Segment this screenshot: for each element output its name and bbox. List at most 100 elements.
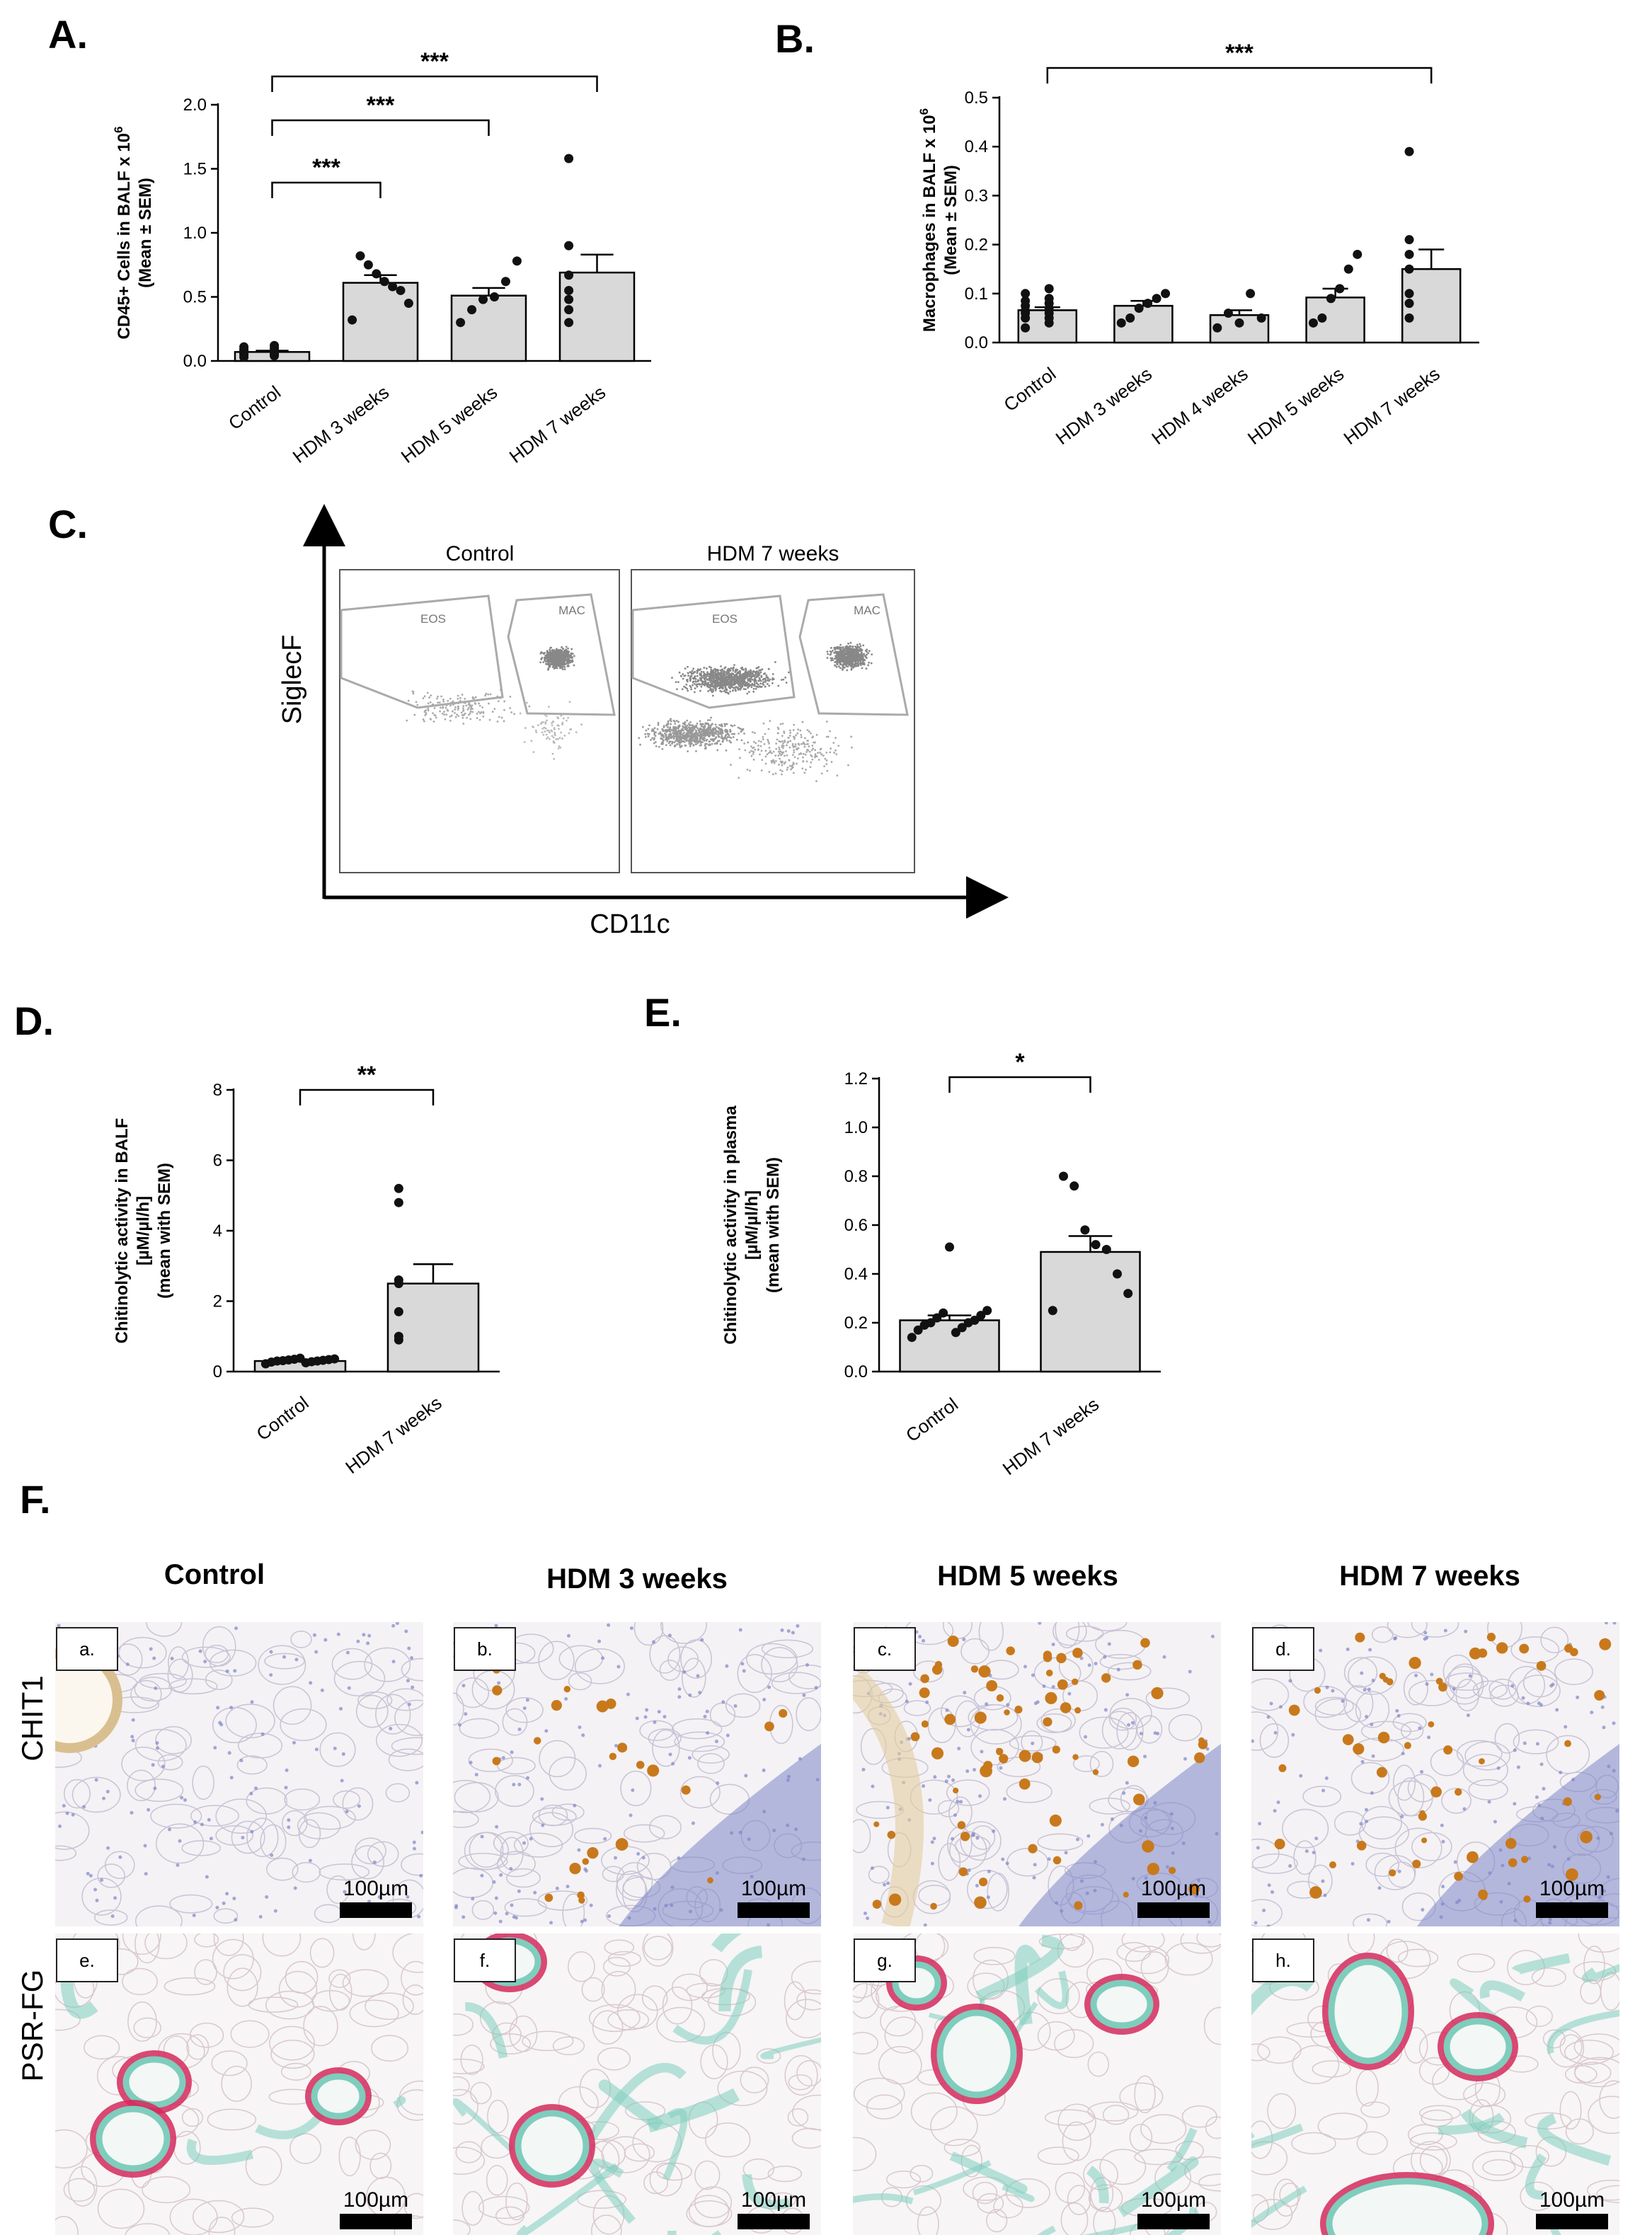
alveolus [453,2219,471,2235]
chit1-positive-cell [1428,1721,1435,1728]
flow-event-dot [762,735,764,738]
flow-event-dot [724,737,727,740]
scale-bar [738,1902,810,1918]
nucleus [501,1756,505,1760]
flow-event-dot [850,667,853,670]
nucleus [700,1638,704,1642]
nucleus [975,1836,980,1840]
flow-event-dot [547,662,550,665]
flow-event-dot [705,683,708,686]
data-point [951,1328,960,1338]
y-axis-label-superscript: 6 [112,127,125,133]
nucleus [176,1863,180,1867]
alveolus [997,1757,1041,1778]
flow-event-dot [679,737,682,740]
flow-event-dot [560,659,563,662]
flow-event-dot [691,740,694,742]
flow-event-dot [749,678,752,680]
alveolus [1333,1810,1366,1836]
flow-event-dot [721,674,724,677]
nucleus [312,1633,316,1637]
airway-lumen [311,2073,366,2120]
flow-event-dot [804,753,807,756]
flow-event-dot [839,663,842,666]
flow-event-dot [782,751,785,754]
flow-event-dot [801,720,804,723]
flow-event-dot [793,737,796,740]
flow-event-dot [762,682,764,685]
flow-event-dot [484,694,487,697]
alveolus [269,2026,315,2061]
fast-green-strand [1014,1944,1041,2026]
data-point [1404,299,1414,309]
flow-event-dot [725,676,728,679]
flow-event-dot [737,726,740,729]
flow-event-dot [675,725,677,728]
chit1-positive-cell [609,1752,617,1760]
nucleus [667,1633,672,1638]
flow-event-dot [471,708,474,711]
nucleus [505,1912,509,1916]
nucleus [544,1729,549,1733]
nucleus [780,1628,784,1632]
flow-event-dot [738,685,741,688]
flow-event-dot [849,651,851,653]
flow-event-dot [665,737,667,740]
alveolus [1403,1671,1428,1706]
flow-event-dot [726,683,729,686]
significance-label: *** [1225,40,1254,67]
flow-event-dot [803,743,806,746]
flow-event-dot [851,746,853,749]
flow-event-dot [666,738,669,741]
alveolus [737,1654,772,1694]
flow-event-dot [757,683,759,686]
nucleus [1042,1684,1046,1689]
chit1-positive-cell [1418,1812,1427,1821]
flow-event-dot [730,686,733,689]
flow-event-dot [687,734,689,737]
flow-event-dot [836,661,839,663]
data-point [1080,1225,1090,1235]
nucleus [883,1883,887,1887]
nucleus [908,1682,912,1686]
flow-event-dot [738,683,740,686]
nucleus [294,1657,299,1662]
alveolus [784,1981,807,2021]
nucleus [241,1836,245,1840]
flow-event-dot [776,738,779,741]
flow-event-dot [693,677,696,679]
nucleus [395,1622,399,1626]
nucleus [1612,1721,1616,1725]
alveolus [1251,1899,1283,1926]
flow-event-dot [761,759,764,762]
flow-event-dot [551,666,554,669]
nucleus [1122,1791,1126,1796]
flow-event-dot [760,674,763,677]
chit1-positive-cell [960,1832,970,1842]
alveolus [135,1905,183,1926]
flow-event-dot [677,735,679,737]
alveolus [181,2108,204,2127]
flow-event-dot [696,674,699,677]
alveolus [207,2108,257,2131]
data-point [564,241,574,251]
nucleus [287,1818,291,1822]
flow-event-dot [865,656,867,659]
flow-event-dot [561,655,563,658]
flow-event-dot [842,650,845,653]
chit1-positive-cell [1356,1840,1367,1851]
nucleus [1440,1823,1444,1827]
flow-event-dot [478,718,481,721]
nucleus [412,1840,416,1844]
alveolus [1107,1662,1152,1681]
chit1-positive-cell [1479,1892,1488,1900]
data-point [1044,284,1054,294]
nucleus [1360,1759,1365,1764]
nucleus [1535,1795,1539,1799]
flow-event-dot [701,682,704,684]
alveolus [226,1967,258,2007]
flow-event-dot [709,725,712,728]
flow-event-dot [715,684,718,686]
flow-event-dot [561,723,563,725]
flow-event-dot [556,660,558,662]
